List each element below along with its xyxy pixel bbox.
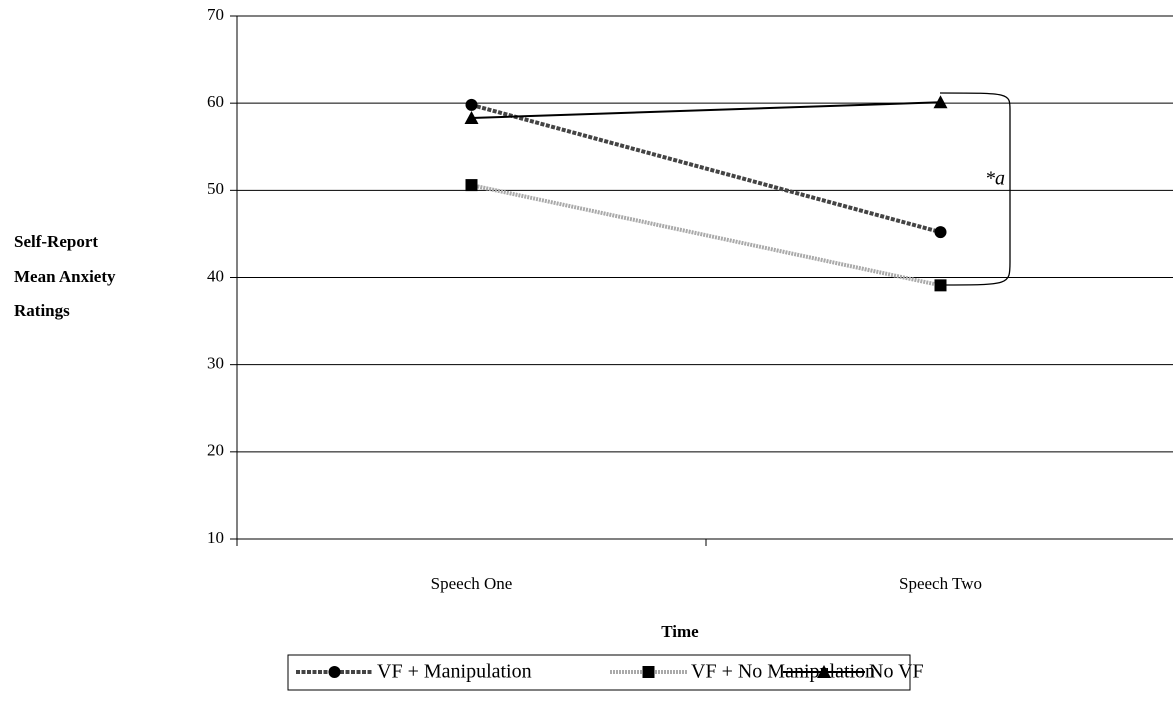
- series-line: [470, 102, 942, 235]
- marker: [933, 95, 948, 109]
- x-tick-label: Speech One: [431, 574, 513, 593]
- y-tick-label: 40: [207, 266, 224, 285]
- y-tick-label: 50: [207, 179, 224, 198]
- series-line: [471, 183, 941, 288]
- marker: [934, 279, 947, 292]
- marker: [465, 98, 478, 111]
- y-tick-label: 70: [207, 5, 224, 24]
- x-axis-label: Time: [661, 622, 699, 641]
- y-tick-label: 30: [207, 354, 224, 373]
- annotation: *a: [985, 168, 1005, 190]
- y-tick-label: 20: [207, 441, 224, 460]
- series-line: [471, 101, 941, 119]
- legend-label: VF + Manipulation: [377, 661, 532, 683]
- legend-marker: [817, 665, 831, 678]
- marker: [465, 179, 478, 192]
- significance-bracket: [939, 92, 1011, 286]
- y-tick-label: 60: [207, 92, 224, 111]
- y-axis-label: Ratings: [14, 301, 70, 320]
- legend-marker: [642, 666, 655, 678]
- y-axis-label: Self-Report: [14, 232, 98, 251]
- marker: [464, 110, 479, 124]
- y-tick-label: 10: [207, 528, 224, 547]
- legend-label: No VF: [869, 661, 924, 683]
- y-axis-label: Mean Anxiety: [14, 267, 116, 286]
- marker: [934, 226, 947, 239]
- x-tick-label: Speech Two: [899, 574, 982, 593]
- legend-marker: [328, 666, 341, 678]
